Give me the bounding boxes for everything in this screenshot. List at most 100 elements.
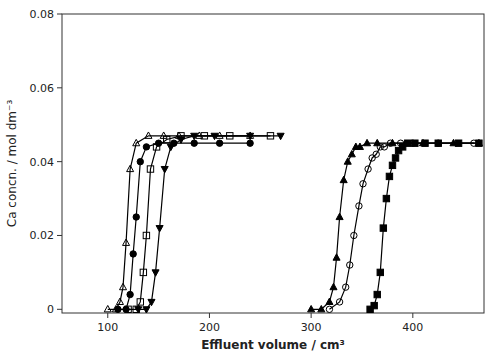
point-marker xyxy=(133,214,139,220)
y-axis-label: Ca concn. / mol dm⁻³ xyxy=(5,100,19,228)
point-marker xyxy=(161,166,168,172)
point-marker xyxy=(115,306,121,312)
point-marker xyxy=(191,140,197,146)
point-marker xyxy=(135,307,142,313)
point-marker xyxy=(336,213,343,219)
series-line xyxy=(118,143,250,309)
point-marker xyxy=(167,144,174,150)
point-marker xyxy=(333,254,340,260)
point-marker xyxy=(177,137,184,143)
point-marker xyxy=(348,150,355,156)
point-marker xyxy=(392,155,398,161)
point-marker xyxy=(326,306,332,312)
point-marker xyxy=(119,283,126,289)
point-marker xyxy=(383,195,389,201)
plot-frame xyxy=(62,14,484,313)
x-axis-label: Effluent volume / cm³ xyxy=(201,338,345,352)
point-marker xyxy=(156,226,163,232)
point-marker xyxy=(369,155,375,161)
point-marker xyxy=(344,158,351,164)
series xyxy=(135,133,284,313)
point-marker xyxy=(277,133,284,139)
chart: 100 200 300 400 0 0.02 0.04 0.06 0.08 Effluent vo… xyxy=(0,0,500,359)
point-marker xyxy=(125,306,131,312)
series-line xyxy=(311,143,479,309)
x-tick-label: 300 xyxy=(301,321,322,334)
point-marker xyxy=(422,140,428,146)
y-tick-label: 0 xyxy=(47,303,54,316)
y-tick xyxy=(57,235,62,236)
point-marker xyxy=(330,283,337,289)
point-marker xyxy=(435,140,441,146)
y-tick xyxy=(57,309,62,310)
y-tick xyxy=(57,161,62,162)
y-tick-label: 0.04 xyxy=(30,156,55,169)
point-marker xyxy=(351,232,357,238)
point-marker xyxy=(130,251,136,257)
y-tick-label: 0.02 xyxy=(30,229,55,242)
point-marker xyxy=(336,299,342,305)
point-marker xyxy=(143,232,149,238)
point-marker xyxy=(405,140,411,146)
x-tick-label: 100 xyxy=(97,321,118,334)
point-marker xyxy=(347,262,353,268)
x-tick xyxy=(311,313,312,318)
point-marker xyxy=(476,140,482,146)
x-tick xyxy=(209,313,210,318)
point-marker xyxy=(140,269,146,275)
point-marker xyxy=(247,133,254,139)
y-tick-label: 0.08 xyxy=(30,8,55,21)
axes: 100 200 300 400 0 0.02 0.04 0.06 0.08 xyxy=(30,8,424,334)
point-marker xyxy=(137,299,143,305)
point-marker xyxy=(143,144,149,150)
point-marker xyxy=(247,140,253,146)
point-marker xyxy=(308,305,315,311)
y-tick xyxy=(57,14,62,15)
point-marker xyxy=(389,162,395,168)
point-marker xyxy=(356,203,362,209)
point-marker xyxy=(412,140,418,146)
series xyxy=(125,133,274,313)
x-tick-label: 200 xyxy=(199,321,220,334)
point-marker xyxy=(152,270,159,276)
point-marker xyxy=(143,307,150,313)
y-tick xyxy=(57,87,62,88)
point-marker xyxy=(147,166,153,172)
point-marker xyxy=(365,166,371,172)
point-marker xyxy=(127,291,133,297)
y-tick-label: 0.06 xyxy=(30,82,55,95)
point-marker xyxy=(343,284,349,290)
point-marker xyxy=(377,269,383,275)
plot-area xyxy=(104,132,482,313)
point-marker xyxy=(380,225,386,231)
series-line xyxy=(128,136,270,309)
point-marker xyxy=(386,173,392,179)
point-marker xyxy=(153,144,159,150)
point-marker xyxy=(381,144,387,150)
series xyxy=(308,139,483,312)
series xyxy=(367,140,482,313)
point-marker xyxy=(127,165,134,171)
point-marker xyxy=(137,158,143,164)
point-marker xyxy=(387,140,393,146)
x-tick xyxy=(107,313,108,318)
point-marker xyxy=(145,132,152,138)
series xyxy=(115,140,254,313)
point-marker xyxy=(435,140,441,146)
point-marker xyxy=(133,139,140,145)
point-marker xyxy=(104,305,111,311)
point-marker xyxy=(326,298,333,304)
series xyxy=(326,140,477,313)
point-marker xyxy=(211,133,218,139)
series-line xyxy=(329,143,473,309)
series-line xyxy=(370,143,479,309)
point-marker xyxy=(148,299,155,305)
point-marker xyxy=(116,298,123,304)
x-tick xyxy=(412,313,413,318)
point-marker xyxy=(356,143,363,149)
point-marker xyxy=(360,181,366,187)
series xyxy=(104,132,253,312)
point-marker xyxy=(373,151,379,157)
x-tick-label: 400 xyxy=(402,321,423,334)
point-marker xyxy=(318,305,325,311)
